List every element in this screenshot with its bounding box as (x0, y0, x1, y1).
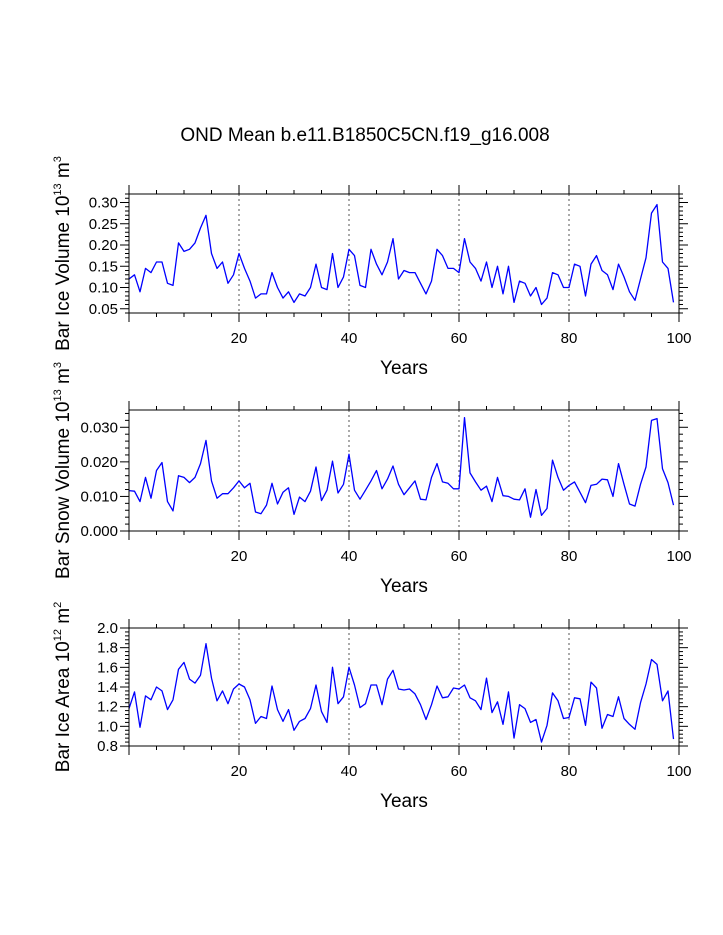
panel-2: 20 40 60 80 100 0.000 0.010 0.020 0.030 Years Bar … (52, 362, 692, 597)
x-tick-label: 80 (561, 763, 578, 780)
y-tick-label: 0.25 (89, 216, 118, 233)
y-tick-label: 0.05 (89, 301, 118, 318)
x-tick-label: 100 (666, 330, 691, 347)
panel-3: 20 40 60 80 100 0.8 1.0 1.2 1.4 1.6 1.8 2.0 Years Bar… (52, 602, 692, 812)
y-axis-title-unit: m (53, 368, 74, 389)
y-tick-label: 0.15 (89, 258, 118, 275)
y-tick-label: 1.4 (97, 679, 118, 696)
x-tick-label: 20 (231, 330, 248, 347)
y-tick-label: 1.8 (97, 640, 118, 657)
y-axis-title-exponent: 13 (52, 389, 64, 401)
y-axis-title: Bar Ice Volume 1013 m3 (52, 156, 74, 351)
y-axis-title-exponent: 13 (52, 183, 64, 195)
y-axis-title-unit: m (53, 162, 74, 183)
x-tick-label: 100 (666, 548, 691, 565)
y-axis-title-base: Bar Ice Volume 10 (53, 196, 74, 351)
x-tick-label: 40 (341, 548, 358, 565)
y-axis-title-base: Bar Snow Volume 10 (53, 402, 74, 579)
plot-frame (128, 409, 680, 532)
x-tick-label: 20 (231, 548, 248, 565)
chart-title: OND Mean b.e11.B1850C5CN.f19_g16.008 (180, 125, 549, 146)
x-tick-label: 100 (666, 763, 691, 780)
x-tick-label: 80 (561, 548, 578, 565)
x-tick-label: 80 (561, 330, 578, 347)
series-line (128, 203, 675, 306)
y-axis-title: Bar Ice Area 1012 m2 (52, 602, 74, 772)
x-tick-label: 40 (341, 763, 358, 780)
series-line (128, 416, 675, 518)
x-tick-label: 20 (231, 763, 248, 780)
y-axis-title-unit-exponent: 3 (52, 156, 64, 162)
y-tick-label: 0.30 (89, 195, 118, 212)
y-tick-label: 0.020 (80, 454, 118, 471)
y-tick-label: 0.030 (80, 419, 118, 436)
panels-container: 20 40 60 80 100 0.05 0.10 0.15 0.20 0.25 0.30 Years… (52, 156, 692, 812)
y-tick-label: 1.2 (97, 699, 118, 716)
plot-frame (128, 627, 680, 747)
y-tick-label: 0.8 (97, 738, 118, 755)
y-axis-title: Bar Snow Volume 1013 m3 (52, 362, 74, 579)
y-tick-label: 1.6 (97, 659, 118, 676)
y-tick-label: 0.000 (80, 523, 118, 540)
y-axis-title-unit-exponent: 3 (52, 362, 64, 368)
panel-1: 20 40 60 80 100 0.05 0.10 0.15 0.20 0.25 0.30 Years… (52, 156, 692, 379)
y-tick-label: 2.0 (97, 620, 118, 637)
series-line (128, 643, 675, 743)
y-axis-title-unit: m (53, 608, 74, 629)
y-axis-title-unit-exponent: 2 (52, 602, 64, 608)
y-tick-label: 1.0 (97, 718, 118, 735)
x-tick-label: 40 (341, 330, 358, 347)
x-tick-label: 60 (451, 763, 468, 780)
x-axis-title: Years (380, 576, 428, 597)
y-axis-title-base: Bar Ice Area 10 (53, 641, 74, 772)
x-axis-title: Years (380, 791, 428, 812)
y-axis-title-exponent: 12 (52, 629, 64, 641)
x-axis-title: Years (380, 358, 428, 379)
x-tick-label: 60 (451, 548, 468, 565)
y-tick-label: 0.10 (89, 280, 118, 297)
y-tick-label: 0.010 (80, 488, 118, 505)
x-tick-label: 60 (451, 330, 468, 347)
y-tick-label: 0.20 (89, 237, 118, 254)
